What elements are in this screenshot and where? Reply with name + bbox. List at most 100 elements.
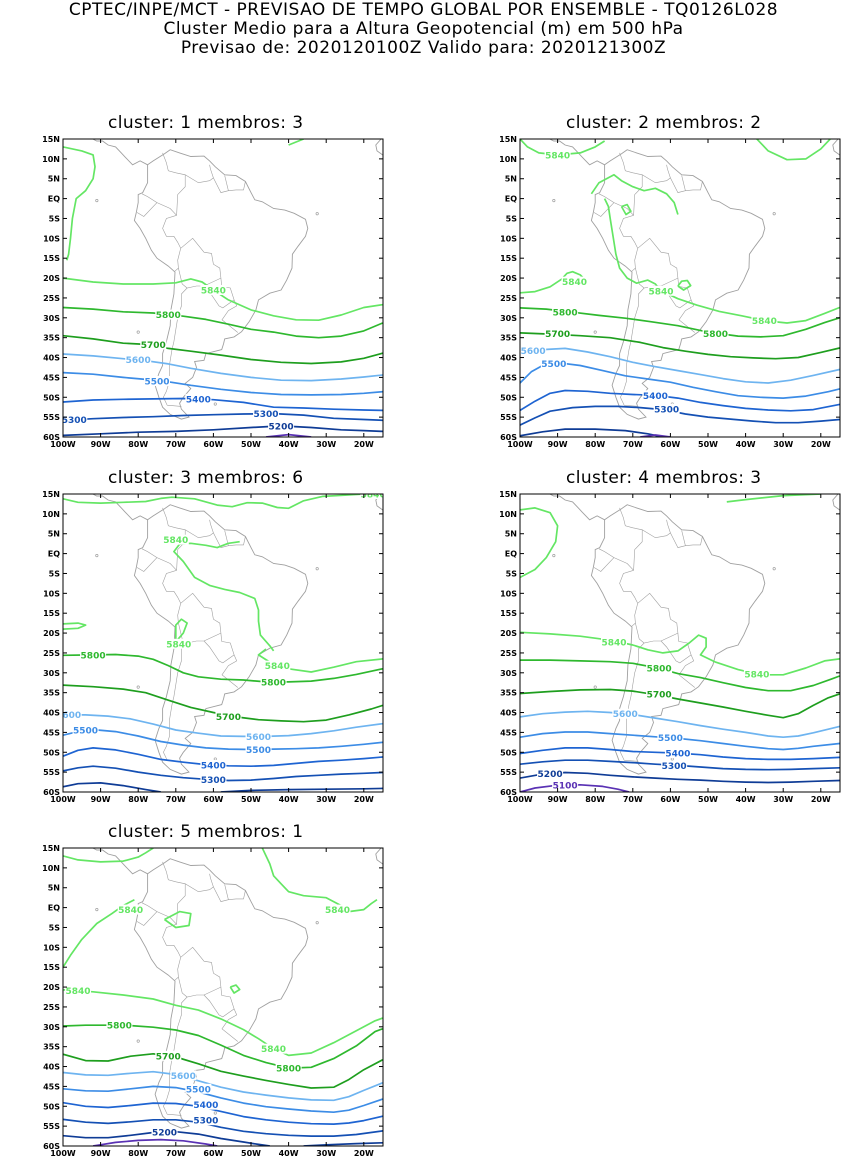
contour-label-bg xyxy=(215,711,242,722)
contour-5100 xyxy=(640,434,671,437)
contour-label-bg xyxy=(185,393,212,404)
contour-5840 xyxy=(63,494,364,510)
contour-label-5800: 5800 xyxy=(703,330,728,340)
contour-label-5300: 5300 xyxy=(654,405,679,415)
coastline-africa xyxy=(832,139,840,156)
lat-label: 45S xyxy=(43,728,60,737)
lat-label: 40S xyxy=(43,709,60,718)
contour-label-5840: 5840 xyxy=(166,640,191,650)
contour-label-bg xyxy=(360,494,383,499)
lat-label: 40S xyxy=(43,354,60,363)
contour-5600 xyxy=(520,347,840,384)
lat-label: 25S xyxy=(500,294,517,303)
coastline-central-america xyxy=(124,494,125,495)
coastline-africa xyxy=(375,848,383,865)
country-border xyxy=(141,548,177,571)
lat-label: 5N xyxy=(48,175,60,184)
contour-label-5300: 5300 xyxy=(62,416,87,426)
contour-5840 xyxy=(173,540,275,652)
header-subtitle: Cluster Medio para a Altura Geopotencial… xyxy=(163,19,684,39)
lat-label: 30S xyxy=(43,669,60,678)
lat-label: 55S xyxy=(43,413,60,422)
contour-5500 xyxy=(63,728,383,751)
lat-label: EQ xyxy=(505,550,517,559)
map-frame xyxy=(62,847,384,1147)
contour-label-5840: 5840 xyxy=(648,287,673,297)
lat-label: 5N xyxy=(48,884,60,893)
contour-5200 xyxy=(303,1141,383,1146)
lat-label: 35S xyxy=(43,334,60,343)
map-panel-2: 5840 5840 5840 5840 5800 5800 5700 5600 5500 5400… xyxy=(499,135,841,449)
lon-label: 20W xyxy=(354,440,374,449)
lat-label: EQ xyxy=(48,195,60,204)
lat-label: 20S xyxy=(43,274,60,283)
contour-label-bg xyxy=(245,731,272,742)
contour-label-bg xyxy=(751,315,778,326)
contour-label-5500: 5500 xyxy=(658,734,683,744)
lon-label: 50W xyxy=(241,795,261,804)
contour-label-5500: 5500 xyxy=(246,746,271,756)
lat-label: 30S xyxy=(43,314,60,323)
panel-2-title: cluster: 2 membros: 2 xyxy=(566,113,762,133)
contour-label-bg xyxy=(72,725,99,736)
contour-label-bg xyxy=(537,768,564,779)
contour-5500 xyxy=(63,1085,383,1114)
lat-label: 5N xyxy=(505,175,517,184)
country-border xyxy=(642,519,671,539)
contour-label-bg xyxy=(653,403,680,414)
lat-label: 10N xyxy=(42,155,60,164)
lon-label: 20W xyxy=(811,795,831,804)
contour-label-5300: 5300 xyxy=(254,410,279,420)
lat-label: 50S xyxy=(500,393,517,402)
country-border xyxy=(141,902,177,925)
contour-label-bg xyxy=(192,1099,219,1110)
country-border xyxy=(642,164,671,184)
lat-label: 20S xyxy=(43,983,60,992)
country-border xyxy=(620,287,645,407)
contour-label-5800: 5800 xyxy=(553,309,578,319)
lat-label: 30S xyxy=(500,669,517,678)
contour-label-5800: 5800 xyxy=(107,1022,132,1032)
lat-label: 45S xyxy=(500,373,517,382)
lon-label: 100W xyxy=(50,440,76,449)
lat-label: 60S xyxy=(43,433,60,442)
map-frame xyxy=(519,138,841,438)
island xyxy=(95,554,99,558)
country-border xyxy=(162,507,186,571)
contour-label-bg xyxy=(540,358,567,369)
contour-5100 xyxy=(520,783,630,792)
lon-label: 100W xyxy=(50,795,76,804)
coastline-central-america xyxy=(581,139,582,140)
contour-label-bg xyxy=(520,345,547,356)
contour-label-bg xyxy=(151,1127,178,1138)
lon-label: 90W xyxy=(91,440,111,449)
contour-label-bg xyxy=(661,760,688,771)
country-border xyxy=(141,193,177,216)
panel-4-title: cluster: 4 membros: 3 xyxy=(566,468,762,488)
country-border xyxy=(163,287,188,407)
country-border xyxy=(162,861,186,925)
contour-label-bg xyxy=(646,688,673,699)
lat-label: 35S xyxy=(43,1043,60,1052)
lon-label: 80W xyxy=(128,440,148,449)
country-border xyxy=(185,519,214,539)
coastline-central-america xyxy=(581,494,582,495)
island xyxy=(772,567,776,571)
lon-label: 40W xyxy=(279,1149,299,1157)
lat-label: 25S xyxy=(43,294,60,303)
contour-5700 xyxy=(520,688,840,719)
country-border xyxy=(670,177,703,193)
lat-label: 15N xyxy=(42,135,60,144)
country-border xyxy=(635,592,679,644)
map-frame xyxy=(62,138,384,438)
lat-label: 45S xyxy=(500,728,517,737)
contour-label-bg xyxy=(702,328,729,339)
contour-5600 xyxy=(63,353,383,382)
lat-label: 30S xyxy=(43,1023,60,1032)
map-panel-5: 5840 5840 5840 5840 5800 5800 5700 5600 5500 5400… xyxy=(42,844,384,1157)
contour-label-5600: 5600 xyxy=(171,1072,196,1082)
coastline-central-america xyxy=(91,848,148,875)
country-border xyxy=(136,202,158,217)
contour-label-5600: 5600 xyxy=(126,356,151,366)
lon-label: 70W xyxy=(623,795,643,804)
